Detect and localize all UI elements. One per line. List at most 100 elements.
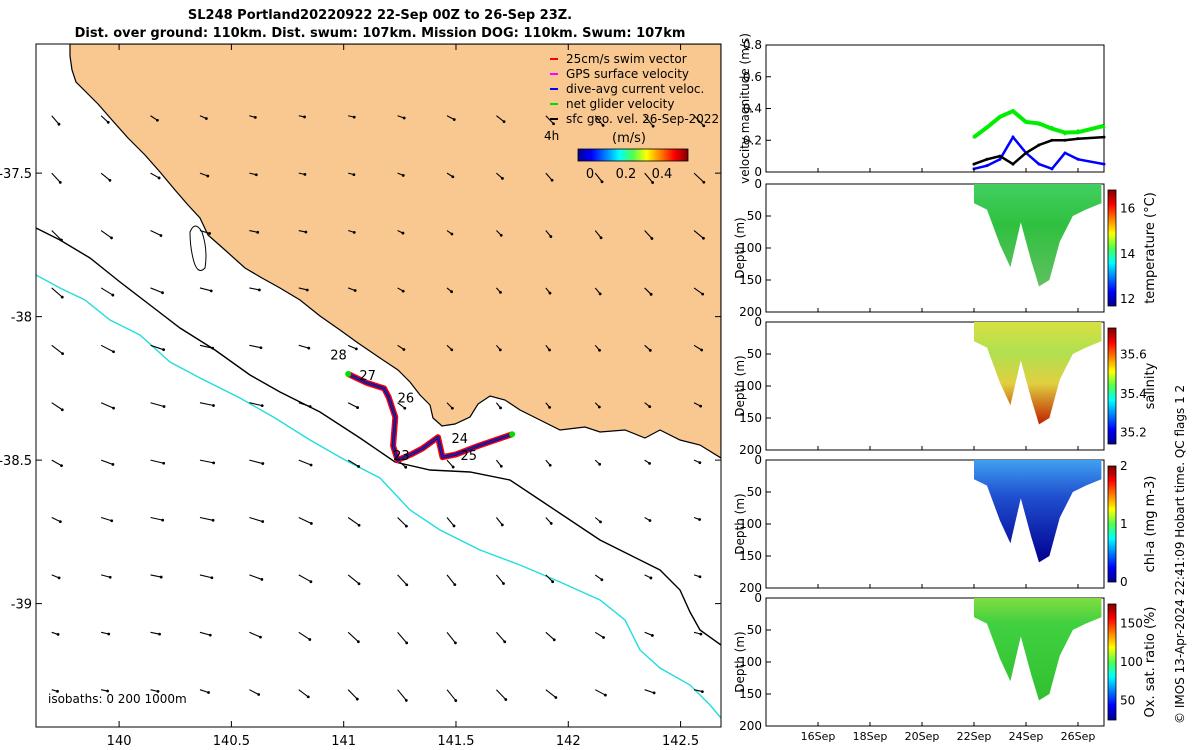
- current-arrow: [51, 172, 61, 183]
- current-arrow-head: [598, 292, 602, 296]
- current-arrow: [199, 230, 210, 234]
- section-y-tick-label: 200: [739, 581, 762, 595]
- current-arrow-head: [601, 124, 605, 127]
- current-arrow: [100, 230, 112, 239]
- map-x-tick-label: 140: [107, 734, 132, 749]
- current-arrow: [199, 287, 212, 292]
- current-arrow-head: [355, 697, 359, 701]
- section-y-tick-label: 150: [739, 411, 762, 425]
- current-arrow: [347, 344, 357, 350]
- current-arrow: [496, 115, 505, 123]
- velocity-point: [1024, 151, 1028, 155]
- current-arrow-head: [162, 348, 166, 352]
- current-arrow: [100, 402, 114, 409]
- current-arrow: [397, 574, 408, 586]
- current-arrow-head: [60, 408, 64, 412]
- section-y-tick-label: 50: [747, 485, 762, 499]
- current-arrow-head: [357, 523, 361, 527]
- current-arrow: [644, 689, 655, 694]
- current-arrow-head: [256, 230, 260, 234]
- current-arrow: [298, 344, 309, 349]
- current-arrow-head: [259, 635, 262, 639]
- current-arrow-head: [403, 406, 407, 410]
- current-arrow-head: [405, 583, 409, 587]
- current-arrow-head: [404, 524, 408, 528]
- current-arrow-head: [357, 465, 360, 468]
- legend-label: dive-avg current veloc.: [566, 82, 704, 96]
- map-frame: [35, 43, 722, 728]
- section-colorbar-tick-label: 12: [1120, 292, 1135, 306]
- current-arrow-head: [501, 177, 504, 180]
- current-arrow-head: [208, 633, 212, 637]
- current-arrow-head: [204, 117, 208, 120]
- current-arrow-head: [450, 406, 454, 410]
- current-arrow: [693, 287, 703, 295]
- current-arrow-head: [111, 463, 115, 466]
- current-arrow-head: [58, 181, 62, 184]
- day-labels: 28 27 26 24 23 25: [330, 349, 477, 464]
- current-arrow-head: [600, 578, 604, 582]
- time-axis-tick-label: 22Sep: [957, 730, 992, 743]
- current-arrow-head: [648, 348, 652, 352]
- velocity-point: [985, 164, 989, 168]
- legend-label: 25cm/s swim vector: [566, 52, 687, 66]
- day-label: 28: [330, 349, 347, 364]
- day-label: 25: [460, 449, 477, 464]
- legend-label: sfc geo. vel. 26-Sep-2022: [566, 112, 719, 126]
- time-axis-tick-label: 18Sep: [853, 730, 888, 743]
- current-arrow: [51, 287, 63, 298]
- velocity-y-tick-label: 0.4: [743, 102, 762, 116]
- current-arrow: [347, 402, 358, 409]
- current-arrow: [298, 517, 312, 524]
- current-arrow-head: [108, 178, 112, 182]
- current-arrow-head: [502, 120, 506, 124]
- current-arrow-head: [352, 115, 356, 119]
- velocity-axes-frame: [765, 44, 1105, 173]
- current-arrow-head: [57, 576, 61, 580]
- current-arrow: [644, 287, 652, 295]
- section-y-tick-label: 100: [739, 379, 762, 393]
- title-line-1: SL248 Portland20220922 22-Sep 00Z to 26-…: [187, 8, 573, 23]
- current-arrow-head: [155, 118, 159, 122]
- section-y-label: Depth (m): [733, 355, 747, 416]
- map-panel: 140 140.5 141 141.5 142 142.5 -37.5 -38 -38.5 -39…: [0, 43, 722, 749]
- velocity-point: [998, 157, 1002, 161]
- current-arrow-head: [257, 288, 261, 292]
- current-arrow: [545, 574, 554, 583]
- section-y-tick-label: 200: [739, 719, 762, 733]
- velocity-point: [1050, 126, 1054, 130]
- isobath-label: isobaths: 0 200 1000m: [48, 692, 187, 706]
- current-arrow: [594, 230, 602, 239]
- velocity-series-line: [973, 134, 1105, 171]
- current-arrow-head: [699, 404, 703, 408]
- velocity-point: [998, 114, 1002, 118]
- current-arrow: [199, 516, 214, 521]
- section-y-tick-label: 200: [739, 443, 762, 457]
- current-arrow-head: [600, 180, 604, 184]
- current-arrow: [51, 344, 63, 355]
- current-arrow: [446, 689, 457, 701]
- current-arrow: [693, 115, 705, 127]
- current-arrow-head: [352, 173, 356, 177]
- section-y-tick-label: 0: [754, 453, 762, 467]
- current-arrow-head: [701, 292, 705, 296]
- velocity-point: [1037, 122, 1041, 126]
- current-arrow-head: [259, 346, 263, 350]
- current-arrow-head: [58, 520, 62, 524]
- current-arrow-head: [156, 689, 160, 693]
- current-arrow: [199, 689, 209, 694]
- map-x-tick-label: 141: [331, 734, 356, 749]
- section-colorbar: [1107, 189, 1117, 307]
- section-colorbar: [1107, 465, 1117, 583]
- current-arrow-head: [452, 524, 456, 528]
- current-arrow-head: [306, 695, 310, 699]
- current-arrow-head: [303, 115, 306, 119]
- current-arrow-head: [404, 698, 408, 702]
- section-y-label: Depth (m): [733, 493, 747, 554]
- current-arrow-head: [158, 632, 161, 636]
- current-arrow-head: [502, 582, 505, 585]
- current-arrow: [100, 115, 109, 123]
- current-arrow-head: [56, 689, 59, 693]
- current-arrow: [150, 574, 162, 578]
